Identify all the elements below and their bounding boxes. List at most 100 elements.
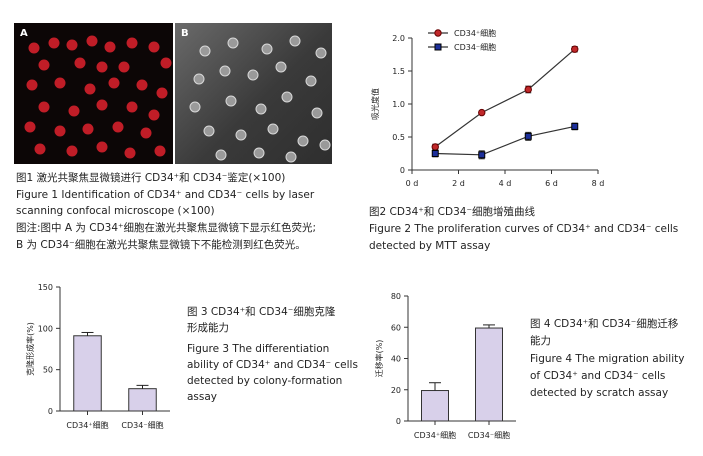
red-cell (148, 109, 160, 121)
grey-cell (235, 129, 247, 141)
red-cell (108, 77, 120, 89)
grey-cell (219, 65, 231, 77)
grey-cell (285, 151, 297, 163)
figure3-caption-2: 形成能力 (187, 322, 229, 334)
proliferation-line-chart: 0 d 2 d 4 d 6 d 8 d 0 0.5 1.0 1.5 2.0 吸光度值 CD34⁺细胞 C… (370, 28, 604, 188)
figure1-note-2: B 为 CD34⁻细胞在激光共聚焦显微镜下不能检测到红色荧光。 (16, 239, 306, 251)
bar (73, 335, 102, 412)
category-label: CD34⁻细胞 (468, 430, 510, 440)
data-point (431, 150, 439, 157)
figure4-caption-3: Figure 4 The migration ability (530, 353, 685, 365)
red-cell (74, 57, 86, 69)
red-cell (66, 39, 78, 51)
y-tick-label: 1.5 (392, 67, 405, 76)
x-tick-label: 4 d (499, 179, 512, 188)
figure3-caption-3: Figure 3 The differentiation (187, 343, 330, 355)
y-tick-label: 100 (38, 324, 53, 333)
red-cell (140, 127, 152, 139)
figure2-caption-en-2: detected by MTT assay (369, 240, 491, 252)
y-tick-label: 0 (400, 166, 405, 175)
red-cell (148, 41, 160, 53)
red-cell (156, 87, 168, 99)
data-point (524, 132, 532, 140)
grey-cell (203, 125, 215, 137)
data-point (431, 143, 439, 151)
figure3-caption-4: ability of CD34⁺ and CD34⁻ cells (187, 359, 358, 371)
data-point (571, 45, 579, 53)
bar (475, 327, 503, 422)
figure1-panel-b: B (175, 23, 332, 164)
red-cell (96, 141, 108, 153)
category-label: CD34⁺细胞 (66, 420, 108, 430)
y-axis-label: 迁移率(%) (374, 340, 384, 378)
red-cell (34, 143, 46, 155)
bar (421, 390, 449, 422)
red-cell (126, 37, 138, 49)
red-cell (66, 145, 78, 157)
grey-unstained-cells (189, 35, 331, 163)
red-cell (68, 105, 80, 117)
y-axis-label: 克隆形成率(%) (25, 322, 35, 376)
category-label: CD34⁻细胞 (121, 420, 163, 430)
red-cell (54, 77, 66, 89)
red-cell (136, 79, 148, 91)
y-tick-label: 40 (391, 355, 401, 364)
red-cell (24, 121, 36, 133)
legend-marker (434, 29, 442, 37)
grey-cell (319, 139, 331, 151)
red-cell (160, 57, 172, 69)
data-point (524, 85, 532, 94)
red-cell (26, 79, 38, 91)
red-cell (96, 99, 108, 111)
grey-cell (255, 103, 267, 115)
grey-cell (215, 149, 227, 161)
panel-a-label: A (20, 28, 28, 39)
figure1-note-1: 图注:图中 A 为 CD34⁺细胞在激光共聚焦显微镜下显示红色荧光; (16, 222, 317, 234)
grey-cell (247, 69, 259, 81)
figure1-caption-en-1: Figure 1 Identification of CD34⁺ and CD3… (16, 189, 315, 201)
grey-cell (275, 61, 287, 73)
colony-formation-bar-chart: 0 50 100 150 克隆形成率(%) CD34⁺细胞 CD34⁻细胞 (25, 283, 170, 430)
y-tick-label: 20 (391, 386, 401, 395)
bar (128, 388, 157, 412)
category-label: CD34⁺细胞 (414, 430, 456, 440)
red-cell (104, 41, 116, 53)
red-cell (96, 61, 108, 73)
red-cell (124, 147, 136, 159)
red-cell (38, 59, 50, 71)
series-line-1 (435, 125, 575, 156)
series-line-0 (434, 48, 576, 148)
x-tick-label: 2 d (452, 179, 465, 188)
y-axis-label: 吸光度值 (370, 88, 380, 120)
grey-cell (315, 47, 327, 59)
grey-cell (267, 123, 279, 135)
y-tick-label: 80 (391, 292, 401, 301)
red-cell (38, 101, 50, 113)
red-fluorescent-cells (24, 35, 172, 159)
grey-cell (253, 147, 265, 159)
figure2-caption-en-1: Figure 2 The proliferation curves of CD3… (369, 223, 679, 235)
red-cell (86, 35, 98, 47)
figure3-caption-6: assay (187, 391, 218, 403)
grey-cell (261, 43, 273, 55)
grey-cell (289, 35, 301, 47)
grey-cell (199, 45, 211, 57)
legend-label: CD34⁻细胞 (454, 42, 496, 52)
grey-cell (193, 73, 205, 85)
grey-cell (281, 91, 293, 103)
legend-marker (434, 43, 442, 51)
data-point (571, 122, 579, 130)
y-tick-label: 50 (43, 366, 53, 375)
y-tick-label: 0 (396, 417, 401, 426)
legend-label: CD34⁺细胞 (454, 28, 496, 38)
red-cell (82, 123, 94, 135)
y-tick-label: 60 (391, 323, 401, 332)
grey-cell (297, 135, 309, 147)
red-cell (84, 83, 96, 95)
y-tick-label: 2.0 (392, 34, 405, 43)
migration-bar-chart: 0 20 40 60 80 迁移率(%) CD34⁺细胞 CD34⁻细胞 (374, 292, 516, 440)
data-point (478, 108, 486, 117)
figure1-caption-en-2: scanning confocal microscope (×100) (16, 205, 215, 217)
red-cell (126, 101, 138, 113)
grey-cell (305, 75, 317, 87)
